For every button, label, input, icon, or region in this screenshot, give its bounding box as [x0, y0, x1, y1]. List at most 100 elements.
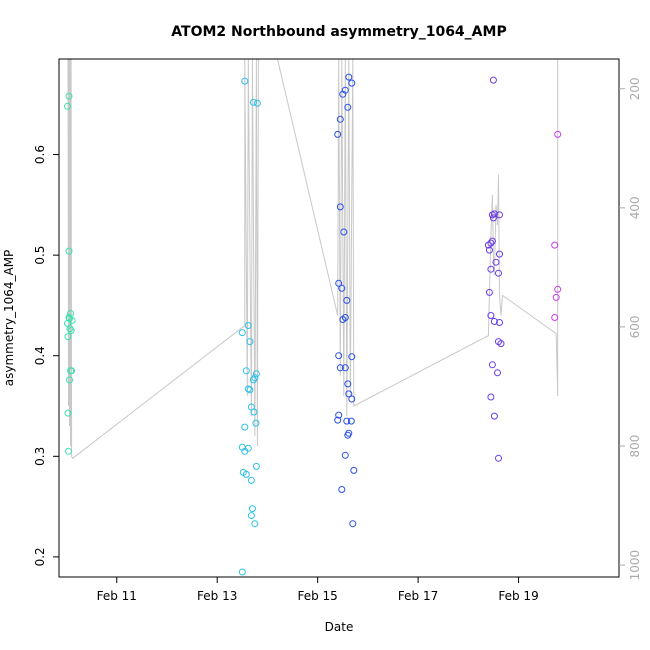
data-point [250, 408, 258, 416]
data-point [495, 269, 502, 277]
data-point [341, 364, 349, 372]
data-point [341, 86, 349, 94]
data-point [484, 241, 492, 249]
data-point [242, 470, 250, 478]
data-point [242, 367, 250, 375]
data-point [488, 361, 496, 369]
x-tick-label: Feb 15 [297, 589, 337, 603]
data-point [495, 454, 502, 462]
data-point [252, 419, 260, 427]
data-point [64, 409, 72, 417]
data-point [344, 103, 352, 111]
data-point [64, 102, 71, 110]
data-point [338, 284, 346, 292]
chart-title: ATOM2 Northbound asymmetry_1064_AMP [171, 24, 506, 40]
x-axis-label: Date [325, 620, 354, 634]
data-point [335, 352, 343, 360]
y-tick-label: 0.4 [33, 346, 47, 365]
data-point [496, 211, 503, 219]
x-axis: Feb 11 Feb 13 Feb 15 Feb 17 Feb 19 [97, 577, 539, 603]
y2-tick-label: 400 [628, 196, 642, 219]
data-point [485, 246, 493, 254]
data-point [487, 393, 495, 401]
x-tick-label: Feb 13 [197, 589, 237, 603]
data-point [345, 73, 353, 81]
data-point [341, 314, 349, 321]
data-point [335, 279, 343, 287]
data-point [343, 296, 351, 304]
data-point [238, 568, 246, 576]
y2-tick-label: 800 [628, 435, 642, 458]
data-point [251, 374, 259, 382]
data-point [489, 214, 497, 222]
data-point [487, 265, 495, 273]
y-axis-label: asymmetry_1064_AMP [2, 250, 16, 387]
data-point [335, 411, 343, 419]
data-point [253, 99, 261, 107]
data-points [64, 73, 562, 576]
data-point [336, 364, 344, 372]
data-point [244, 385, 252, 393]
data-point [490, 210, 498, 218]
data-point [247, 512, 255, 520]
data-point [247, 476, 255, 484]
data-point [64, 333, 72, 341]
data-point [238, 329, 246, 337]
data-point [496, 250, 503, 258]
y-tick-label: 0.2 [33, 547, 47, 566]
x-tick-label: Feb 19 [498, 589, 538, 603]
data-point [65, 247, 73, 255]
data-point [496, 319, 503, 326]
data-point [244, 322, 252, 329]
data-point [241, 77, 249, 85]
y-tick-label: 0.5 [33, 246, 47, 265]
data-point [249, 376, 257, 384]
data-point [336, 115, 344, 123]
data-point [241, 423, 249, 431]
data-point [244, 444, 252, 452]
y-axis: 0.2 0.3 0.4 0.5 0.6 [33, 145, 59, 566]
right-axis: 200 400 600 800 1000 [619, 77, 642, 580]
plot-frame [58, 58, 620, 578]
data-point [345, 390, 353, 398]
data-point [336, 203, 344, 211]
data-point [246, 386, 254, 394]
data-point [554, 130, 562, 138]
data-point [348, 395, 356, 403]
data-point [66, 325, 74, 333]
data-point [551, 241, 559, 249]
data-point [489, 76, 497, 84]
data-point [66, 376, 73, 384]
data-point [252, 462, 260, 470]
data-point [344, 431, 352, 439]
data-point [65, 447, 72, 455]
data-point [340, 228, 348, 236]
data-point [248, 505, 256, 513]
data-point [487, 312, 495, 319]
data-point [492, 258, 500, 266]
data-point [349, 520, 357, 528]
data-point [344, 380, 352, 388]
data-point [485, 288, 493, 296]
y-tick-label: 0.6 [33, 145, 47, 164]
y2-tick-label: 600 [628, 315, 642, 338]
data-point [551, 314, 559, 321]
data-point [488, 237, 496, 245]
data-point [350, 466, 358, 474]
data-point [490, 412, 498, 420]
data-point [65, 92, 73, 100]
data-point [334, 416, 342, 424]
x-tick-label: Feb 17 [398, 589, 438, 603]
data-point [347, 417, 355, 425]
data-point [554, 285, 562, 293]
data-point [251, 520, 259, 528]
data-point [494, 369, 501, 377]
data-point [67, 310, 75, 317]
x-tick-label: Feb 11 [97, 589, 137, 603]
data-point [343, 417, 351, 425]
y2-tick-label: 1000 [628, 550, 642, 581]
data-point [252, 370, 260, 378]
data-point [338, 486, 346, 493]
